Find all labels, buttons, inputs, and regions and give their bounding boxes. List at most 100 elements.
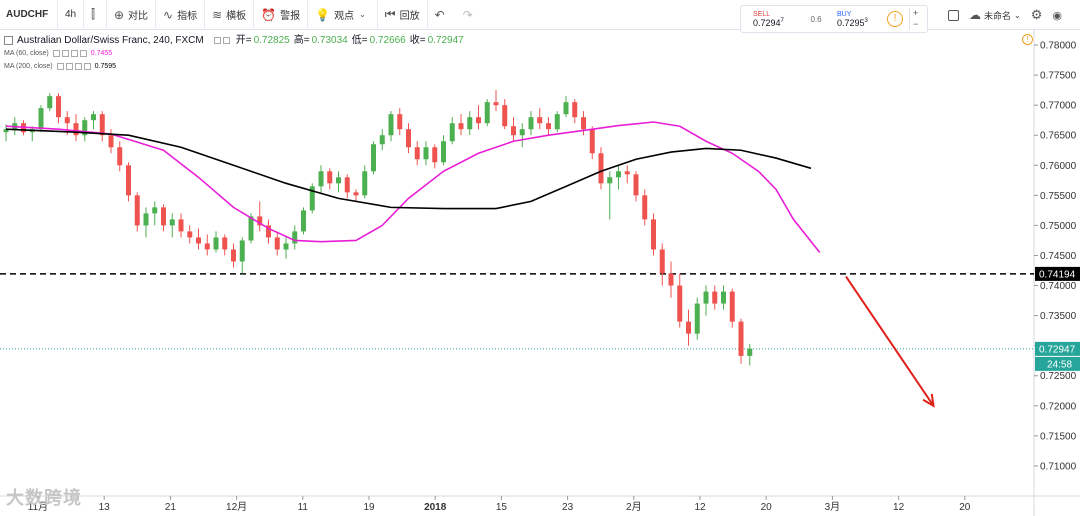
candle-body bbox=[344, 177, 350, 193]
alert-button[interactable]: ⏰ 警报 bbox=[254, 0, 309, 30]
resistance-price-box bbox=[1035, 266, 1080, 281]
x-tick-label: 20 bbox=[959, 502, 971, 513]
indicators-button[interactable]: ∿ 指标 bbox=[156, 0, 206, 30]
candle-body bbox=[64, 117, 70, 124]
candle-body bbox=[423, 147, 429, 160]
candle-body bbox=[388, 114, 394, 136]
chevron-down-icon: ⌄ bbox=[359, 10, 366, 19]
snapshot-button[interactable]: ◉ bbox=[1052, 9, 1062, 22]
candle-body bbox=[686, 321, 691, 334]
candle-body bbox=[204, 243, 210, 250]
candle-body bbox=[161, 207, 166, 226]
candle-body bbox=[484, 102, 490, 124]
candle-body bbox=[502, 105, 508, 127]
candle-body bbox=[213, 237, 219, 250]
y-tick-label: 0.72500 bbox=[1040, 371, 1077, 382]
candle-body bbox=[38, 108, 44, 130]
x-tick-label: 19 bbox=[363, 502, 375, 513]
candle-body bbox=[353, 192, 359, 196]
settings-icon[interactable] bbox=[65, 63, 73, 70]
candle-body bbox=[292, 231, 298, 244]
symbol-label: AUDCHF bbox=[6, 9, 49, 20]
more-icon[interactable] bbox=[79, 50, 87, 57]
compare-button[interactable]: ⊕ 对比 bbox=[107, 0, 157, 30]
right-toolbar: ☁ 未命名 ⌄ ⚙ ◉ bbox=[948, 0, 1072, 30]
interval-button[interactable]: 4h bbox=[58, 0, 85, 30]
more-icon[interactable] bbox=[83, 63, 91, 70]
candle-body bbox=[327, 171, 333, 184]
candle-body bbox=[371, 144, 376, 172]
candle-body bbox=[152, 207, 158, 214]
candle-body bbox=[379, 135, 385, 145]
close-icon[interactable] bbox=[70, 50, 78, 57]
undo-icon: ↶ bbox=[434, 7, 445, 22]
indicators-label: 指标 bbox=[177, 11, 198, 22]
candle-body bbox=[659, 249, 665, 274]
candle-body bbox=[178, 219, 184, 232]
candle-body bbox=[301, 210, 306, 232]
settings-icon[interactable] bbox=[222, 37, 230, 44]
fullscreen-checkbox[interactable] bbox=[948, 9, 959, 21]
buy-button[interactable]: BUY 0.72953 bbox=[827, 11, 887, 28]
indicators-icon: ∿ bbox=[163, 7, 174, 22]
candle-body bbox=[266, 225, 271, 238]
candle-body bbox=[729, 291, 735, 322]
symbol-search-button[interactable]: AUDCHF bbox=[0, 0, 58, 30]
sell-label: SELL bbox=[753, 10, 771, 18]
ma60-label: MA (60, close) bbox=[4, 50, 49, 57]
candle-body bbox=[406, 129, 411, 148]
quantity-minus-button[interactable]: − bbox=[913, 19, 919, 29]
candle-body bbox=[712, 291, 718, 304]
eye-icon[interactable] bbox=[56, 63, 64, 70]
close-value: 0.72947 bbox=[427, 35, 464, 46]
settings-icon[interactable] bbox=[61, 50, 69, 57]
collapse-icon[interactable] bbox=[4, 36, 13, 45]
sell-button[interactable]: SELL 0.72947 bbox=[741, 11, 805, 28]
buy-price-sup: 3 bbox=[864, 17, 868, 24]
ma200-value: 0.7595 bbox=[94, 63, 117, 70]
candle-body bbox=[738, 321, 744, 356]
candle-body bbox=[143, 213, 149, 226]
candle-body bbox=[747, 348, 753, 356]
low-value: 0.72666 bbox=[369, 35, 406, 46]
sell-price-sup: 7 bbox=[780, 17, 784, 24]
ma60-value: 0.7455 bbox=[90, 50, 113, 57]
gear-icon: ⚙ bbox=[1030, 7, 1043, 22]
spread-value: 0.6 bbox=[810, 14, 822, 24]
settings-button[interactable]: ⚙ bbox=[1031, 7, 1043, 23]
y-tick-label: 0.74000 bbox=[1040, 281, 1077, 292]
candle-body bbox=[274, 237, 280, 250]
candles-icon: ⫿ bbox=[91, 7, 95, 21]
candle-body bbox=[537, 117, 543, 124]
templates-button[interactable]: ≋ 横板 bbox=[205, 0, 255, 30]
quantity-plus-button[interactable]: + bbox=[913, 8, 919, 18]
candle-body bbox=[73, 123, 79, 136]
candle-body bbox=[642, 195, 648, 220]
redo-button[interactable]: ↷ bbox=[456, 0, 484, 30]
replay-button[interactable]: ⏮ 回放 bbox=[378, 0, 428, 30]
candle-body bbox=[519, 129, 525, 136]
save-layout-button[interactable]: ☁ 未命名 ⌄ bbox=[969, 8, 1021, 22]
templates-label: 横板 bbox=[226, 11, 247, 22]
ideas-button[interactable]: 💡 观点 ⌄ bbox=[308, 0, 378, 30]
eye-icon[interactable] bbox=[52, 50, 60, 57]
undo-button[interactable]: ↶ bbox=[428, 0, 456, 30]
chart-style-button[interactable]: ⫿ bbox=[84, 0, 107, 30]
candle-body bbox=[616, 171, 621, 178]
main-series-legend: Australian Dollar/Swiss Franc, 240, FXCM… bbox=[4, 34, 468, 47]
y-tick-label: 0.75000 bbox=[1040, 221, 1077, 232]
eye-icon[interactable] bbox=[213, 37, 221, 44]
price-chart[interactable]: 0.78000 0.77500 0.77000 0.76500 0.76000 0.755… bbox=[0, 30, 1080, 516]
candle-body bbox=[187, 231, 193, 238]
candle-body bbox=[528, 117, 534, 130]
alert-icon[interactable]: ! bbox=[887, 11, 903, 27]
templates-icon: ≋ bbox=[212, 7, 223, 22]
y-tick-label: 0.71500 bbox=[1040, 431, 1077, 442]
chart-legend: Australian Dollar/Swiss Franc, 240, FXCM… bbox=[4, 34, 468, 73]
candle-body bbox=[414, 147, 420, 160]
candle-body bbox=[607, 177, 613, 184]
warning-icon[interactable]: ! bbox=[1022, 34, 1033, 45]
y-tick-label: 0.78000 bbox=[1040, 41, 1077, 52]
y-tick-label: 0.71000 bbox=[1040, 461, 1077, 472]
close-icon[interactable] bbox=[74, 63, 82, 70]
